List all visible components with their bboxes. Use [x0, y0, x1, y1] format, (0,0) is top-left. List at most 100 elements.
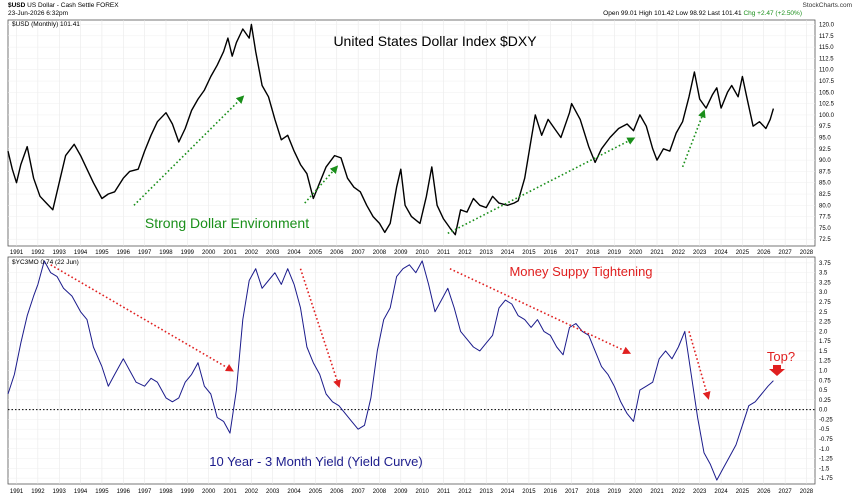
x-tick-label: 2017: [565, 250, 579, 256]
x-tick-label: 2006: [330, 250, 344, 256]
strong-dollar-annotation: Strong Dollar Environment: [145, 215, 309, 231]
x-tick-label: 2026: [757, 250, 771, 256]
x-tick-label: 1994: [74, 489, 88, 495]
money-supply-annotation: Money Suppy Tightening: [509, 264, 652, 279]
y-tick-label: 0.0: [819, 408, 828, 414]
y-tick-label: 1.0: [819, 369, 828, 375]
x-tick-label: 2001: [223, 489, 237, 495]
x-tick-label: 2009: [394, 250, 408, 256]
symbol: $USD: [8, 2, 26, 9]
y-tick-label: 120.0: [819, 23, 835, 29]
x-tick-label: 1991: [10, 250, 24, 256]
y-tick-label: 1.25: [819, 359, 831, 365]
x-tick-label: 1993: [53, 250, 67, 256]
x-tick-label: 1993: [53, 489, 67, 495]
dxy-price-line: [7, 23, 775, 236]
y-tick-label: -1.0: [819, 447, 830, 453]
x-tick-label: 2005: [309, 250, 323, 256]
yield-curve-line: [7, 260, 774, 481]
y-tick-label: 115.0: [819, 45, 834, 51]
x-tick-label: 2010: [415, 250, 429, 256]
y-tick-label: 100.0: [819, 113, 835, 119]
y-tick-label: 2.0: [819, 329, 828, 335]
x-tick-label: 2027: [778, 250, 792, 256]
symbol-description: US Dollar - Cash Settle: [27, 2, 95, 9]
y-tick-label: 3.75: [819, 261, 831, 267]
x-tick-label: 2018: [586, 250, 600, 256]
x-tick-label: 2002: [245, 250, 259, 256]
chart-header: $USD US Dollar - Cash Settle FOREX 23-Ju…: [0, 0, 860, 20]
x-tick-label: 2013: [480, 489, 494, 495]
x-tick-label: 2027: [778, 489, 792, 495]
y-tick-label: 77.5: [819, 215, 831, 221]
x-tick-label: 2005: [309, 489, 323, 495]
x-tick-label: 2004: [287, 250, 301, 256]
x-tick-label: 2006: [330, 489, 344, 495]
x-tick-label: 1997: [138, 489, 152, 495]
y-tick-label: -1.25: [819, 457, 833, 463]
x-tick-label: 2015: [522, 250, 536, 256]
x-tick-label: 2003: [266, 250, 280, 256]
open-value: Open 99.01: [603, 10, 638, 17]
x-tick-label: 1998: [159, 489, 173, 495]
x-tick-label: 2014: [501, 250, 515, 256]
y-tick-label: 75.0: [819, 226, 831, 232]
y-tick-label: 72.5: [819, 237, 831, 243]
x-tick-label: 2010: [415, 489, 429, 495]
y-tick-label: 3.25: [819, 280, 831, 286]
x-tick-label: 1996: [117, 250, 131, 256]
y-tick-label: 2.75: [819, 300, 831, 306]
y-tick-label: 87.5: [819, 169, 831, 175]
y-tick-label: 107.5: [819, 79, 835, 85]
y-tick-label: -0.75: [819, 437, 833, 443]
x-tick-label: 2023: [693, 489, 707, 495]
x-tick-label: 2018: [586, 489, 600, 495]
green-trend-arrow: [304, 165, 339, 204]
x-tick-label: 2020: [629, 250, 643, 256]
top-question-annotation: Top?: [767, 349, 795, 364]
dxy-chart-title: United States Dollar Index $DXY: [333, 33, 537, 49]
x-tick-label: 1992: [31, 489, 45, 495]
panel-legend: $YC3MO 0.74 (22 Jun): [12, 259, 79, 266]
plot-frame: [7, 19, 816, 247]
x-tick-label: 1999: [181, 489, 195, 495]
y-tick-label: 92.5: [819, 147, 831, 153]
x-tick-label: 1997: [138, 250, 152, 256]
x-tick-label: 2011: [437, 489, 451, 495]
ohlc-readout: Open 99.01 High 101.42 Low 98.92 Last 10…: [603, 10, 802, 17]
y-tick-label: 110.0: [819, 68, 834, 74]
red-trend-arrow: [299, 268, 341, 389]
y-tick-label: 95.0: [819, 136, 831, 142]
y-tick-label: 112.5: [819, 56, 834, 62]
y-tick-label: 105.0: [819, 90, 835, 96]
y-tick-label: 2.5: [819, 310, 828, 316]
x-tick-label: 2003: [266, 489, 280, 495]
x-tick-label: 2025: [736, 250, 750, 256]
x-tick-label: 2002: [245, 489, 259, 495]
green-trend-arrow: [133, 95, 245, 206]
y-tick-label: -1.5: [819, 466, 830, 472]
x-tick-label: 2021: [650, 250, 664, 256]
x-tick-label: 2012: [458, 489, 472, 495]
x-tick-label: 2028: [800, 250, 814, 256]
chart-date: 23-Jun-2026 6:32pm: [8, 10, 68, 17]
x-tick-label: 2009: [394, 489, 408, 495]
x-tick-label: 2023: [693, 250, 707, 256]
green-trend-arrow: [681, 109, 706, 168]
x-tick-label: 2020: [629, 489, 643, 495]
yield-curve-caption: 10 Year - 3 Month Yield (Yield Curve): [209, 454, 422, 469]
x-tick-label: 1995: [95, 250, 109, 256]
x-tick-label: 2001: [223, 250, 237, 256]
x-tick-label: 2024: [714, 489, 728, 495]
x-tick-label: 2015: [522, 489, 536, 495]
x-tick-label: 2019: [608, 489, 622, 495]
y-tick-label: 97.5: [819, 124, 831, 130]
dxy-panel: 1991 1992 1993 1994 1995 1996 1997 1998 1999 2000…: [7, 19, 835, 256]
x-tick-label: 2026: [757, 489, 771, 495]
top-down-arrow-icon: [769, 365, 785, 376]
symbol-line: $USD US Dollar - Cash Settle FOREX: [8, 2, 119, 9]
y-tick-label: 2.25: [819, 320, 831, 326]
x-tick-label: 2008: [373, 250, 387, 256]
stockcharts-logo: StockCharts.com: [802, 2, 853, 9]
y-tick-label: -1.75: [819, 476, 833, 482]
